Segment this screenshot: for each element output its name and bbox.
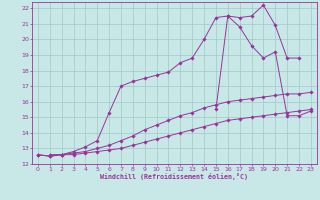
X-axis label: Windchill (Refroidissement éolien,°C): Windchill (Refroidissement éolien,°C) (100, 173, 248, 180)
